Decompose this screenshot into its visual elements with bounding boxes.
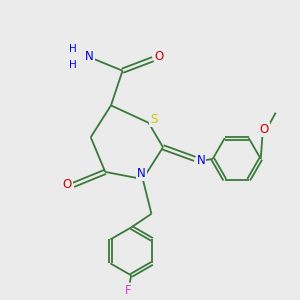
Text: O: O bbox=[260, 123, 269, 136]
Text: N: N bbox=[197, 154, 206, 167]
Text: S: S bbox=[150, 113, 158, 126]
Text: N: N bbox=[137, 167, 146, 180]
Text: H: H bbox=[69, 44, 77, 54]
Text: H: H bbox=[69, 60, 77, 70]
Text: O: O bbox=[62, 178, 72, 191]
Text: O: O bbox=[154, 50, 164, 63]
Text: N: N bbox=[85, 50, 94, 63]
Text: F: F bbox=[124, 284, 131, 297]
